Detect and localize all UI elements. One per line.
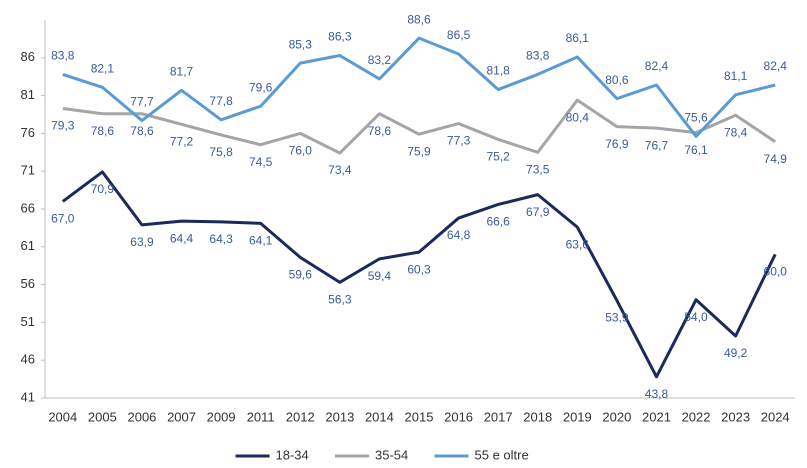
x-tick-label: 2011	[247, 409, 275, 424]
x-tick-label: 2016	[444, 409, 473, 424]
series-line	[61, 170, 777, 379]
value-label: 60,0	[764, 265, 788, 279]
value-label: 81,7	[170, 64, 194, 78]
value-label: 77,3	[447, 134, 471, 148]
value-label: 77,7	[130, 95, 154, 109]
y-tick-label: 51	[21, 314, 35, 329]
x-tick-label: 2015	[405, 409, 434, 424]
value-label: 56,3	[328, 293, 352, 307]
value-label: 83,8	[51, 49, 75, 63]
value-label: 64,4	[170, 231, 194, 245]
value-label: 70,9	[91, 182, 115, 196]
value-label: 80,6	[605, 73, 629, 87]
value-label: 81,1	[724, 69, 748, 83]
x-tick-label: 2013	[325, 409, 354, 424]
value-label: 67,9	[526, 205, 550, 219]
value-label: 86,1	[566, 31, 590, 45]
value-label: 49,2	[724, 346, 748, 360]
value-label: 63,6	[566, 237, 590, 251]
y-tick-label: 81	[21, 87, 35, 102]
value-label: 74,9	[764, 152, 788, 166]
y-tick-label: 86	[21, 49, 35, 64]
value-label: 64,3	[209, 232, 233, 246]
x-tick-label: 2012	[286, 409, 315, 424]
x-tick-label: 2020	[602, 409, 631, 424]
value-label: 79,6	[249, 80, 273, 94]
x-tick-label: 2019	[563, 409, 592, 424]
value-label: 77,8	[209, 94, 233, 108]
value-label: 81,8	[486, 64, 510, 78]
series-line	[62, 98, 777, 155]
x-tick-label: 2017	[484, 409, 513, 424]
value-label: 80,4	[566, 110, 590, 124]
value-label: 83,8	[526, 49, 550, 63]
value-label: 43,8	[645, 387, 669, 401]
legend-label: 18-34	[276, 447, 309, 462]
x-tick-label: 2024	[761, 409, 790, 424]
value-label: 78,6	[130, 124, 154, 138]
legend-label: 55 e oltre	[475, 447, 529, 462]
value-label: 82,4	[764, 59, 788, 73]
y-tick-label: 66	[21, 200, 35, 215]
value-label: 86,5	[447, 28, 471, 42]
value-label: 82,4	[645, 59, 669, 73]
value-label: 59,4	[368, 269, 392, 283]
value-label: 83,2	[368, 53, 392, 67]
x-tick-label: 2005	[88, 409, 117, 424]
value-label: 75,2	[486, 150, 510, 164]
value-label: 76,0	[289, 144, 313, 158]
y-tick-label: 41	[21, 389, 35, 404]
value-label: 75,9	[407, 144, 431, 158]
series-line	[62, 36, 776, 138]
value-label: 64,1	[249, 234, 273, 248]
value-label: 73,4	[328, 163, 352, 177]
y-tick-label: 71	[21, 163, 35, 178]
y-tick-label: 61	[21, 238, 35, 253]
value-label: 75,6	[684, 111, 708, 125]
x-tick-label: 2021	[642, 409, 671, 424]
x-tick-label: 2006	[127, 409, 156, 424]
value-label: 77,2	[170, 134, 194, 148]
value-label: 64,8	[447, 228, 471, 242]
value-label: 59,6	[289, 268, 313, 282]
value-label: 78,6	[368, 124, 392, 138]
value-label: 67,0	[51, 212, 75, 226]
x-tick-label: 2014	[365, 409, 394, 424]
value-label: 79,3	[51, 119, 75, 133]
value-label: 76,7	[645, 138, 669, 152]
value-label: 66,6	[486, 215, 510, 229]
value-label: 76,1	[684, 143, 708, 157]
value-label: 73,5	[526, 162, 550, 176]
value-label: 86,3	[328, 30, 352, 44]
y-tick-label: 46	[21, 352, 35, 367]
x-tick-label: 2009	[207, 409, 236, 424]
value-label: 88,6	[407, 12, 431, 26]
value-label: 74,5	[249, 155, 273, 169]
y-tick-label: 56	[21, 276, 35, 291]
value-label: 85,3	[289, 37, 313, 51]
value-label: 76,9	[605, 137, 629, 151]
value-label: 75,8	[209, 145, 233, 159]
x-tick-label: 2022	[682, 409, 711, 424]
value-label: 53,9	[605, 311, 629, 325]
x-tick-label: 2004	[48, 409, 77, 424]
x-tick-label: 2023	[721, 409, 750, 424]
value-label: 82,1	[91, 61, 115, 75]
x-tick-label: 2018	[523, 409, 552, 424]
y-tick-label: 76	[21, 125, 35, 140]
value-label: 78,4	[724, 125, 748, 139]
value-label: 60,3	[407, 262, 431, 276]
legend-label: 35-54	[375, 447, 408, 462]
value-label: 78,6	[91, 124, 115, 138]
x-tick-label: 2007	[167, 409, 196, 424]
value-label: 63,9	[130, 235, 154, 249]
value-label: 54,0	[684, 310, 708, 324]
